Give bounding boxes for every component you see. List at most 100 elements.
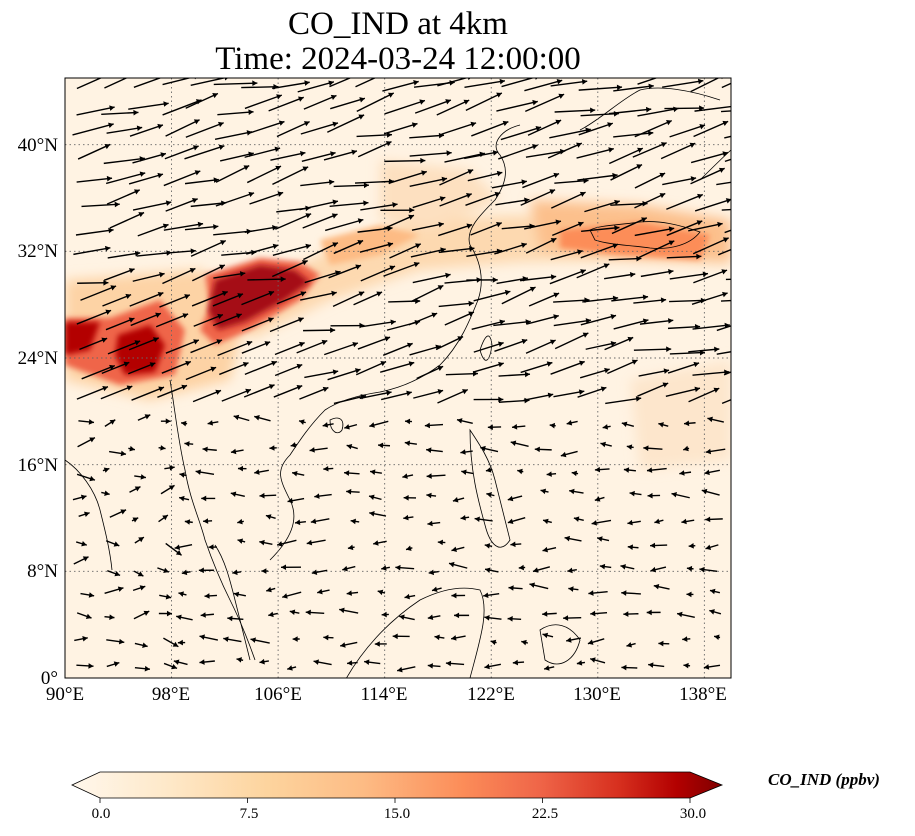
- wind-arrow-shaft: [470, 222, 503, 236]
- wind-arrow-head: [668, 226, 675, 232]
- map-title-line1: CO_IND at 4km: [288, 6, 508, 42]
- wind-arrow-head: [89, 475, 95, 482]
- wind-arrow-shaft: [185, 122, 224, 138]
- wind-arrow-head: [144, 414, 151, 420]
- wind-arrow-shaft: [610, 163, 643, 181]
- wind-arrow-shaft: [633, 348, 672, 351]
- wind-arrow-shaft: [688, 387, 720, 403]
- wind-arrow-head: [573, 516, 580, 522]
- wind-arrow-head: [636, 164, 643, 170]
- wind-arrow-head: [387, 241, 394, 248]
- wind-arrow-head: [666, 346, 672, 352]
- wind-arrow-head: [756, 69, 762, 74]
- wind-arrow-shaft: [662, 177, 697, 186]
- wind-arrow-head: [269, 445, 275, 451]
- wind-arrow-head: [403, 494, 409, 501]
- lon-label-98: 98°E: [151, 684, 191, 705]
- wind-arrow-shaft: [246, 165, 282, 184]
- wind-arrow-head: [553, 292, 560, 298]
- wind-arrow-shaft: [382, 80, 419, 92]
- wind-arrow-head: [484, 615, 490, 621]
- wind-arrow-shaft: [604, 273, 636, 280]
- wind-arrow-head: [579, 360, 585, 366]
- wind-arrow-shaft: [500, 126, 542, 141]
- wind-arrow-head: [230, 491, 237, 497]
- wind-arrow-shaft: [359, 242, 394, 253]
- wind-arrow-shaft: [662, 79, 704, 88]
- wind-arrow-head: [437, 365, 444, 371]
- wind-arrow-head: [369, 494, 375, 501]
- wind-arrow-head: [647, 492, 653, 499]
- wind-arrow-head: [261, 568, 267, 574]
- wind-arrow-head: [358, 291, 365, 297]
- wind-arrow-head: [274, 146, 281, 153]
- wind-arrow-shaft: [76, 386, 109, 400]
- wind-arrow-head: [411, 122, 418, 128]
- wind-arrow-shaft: [219, 152, 254, 162]
- wind-arrow-head: [332, 199, 338, 205]
- wind-arrow-head: [332, 242, 338, 248]
- wind-arrow-head: [392, 633, 398, 640]
- wind-arrow-head: [347, 660, 353, 666]
- wind-arrow-head: [289, 609, 296, 616]
- wind-arrow-shaft: [576, 148, 614, 159]
- wind-arrow-shaft: [304, 370, 339, 379]
- lon-label-138: 138°E: [679, 684, 727, 705]
- wind-arrow-head: [350, 518, 356, 525]
- wind-arrow-shaft: [637, 382, 669, 397]
- wind-arrow-head: [181, 420, 187, 427]
- wind-arrow-head: [434, 634, 440, 641]
- wind-arrow-head: [328, 80, 334, 86]
- wind-arrow-head: [223, 636, 229, 643]
- wind-arrow-shaft: [332, 291, 365, 308]
- wind-arrow-head: [648, 662, 654, 668]
- wind-arrow-head: [399, 614, 405, 621]
- wind-arrow-shaft: [137, 223, 169, 237]
- wind-arrow-head: [259, 492, 265, 499]
- wind-arrow-head: [602, 424, 609, 430]
- wind-arrow-head: [277, 191, 284, 197]
- wind-arrow-shaft: [215, 192, 255, 207]
- wind-arrow-head: [403, 514, 409, 521]
- wind-arrow-head: [82, 636, 88, 642]
- wind-arrow-head: [646, 467, 653, 473]
- wind-arrow-head: [330, 327, 336, 334]
- wind-arrow-head: [108, 227, 114, 234]
- wind-arrow-head: [626, 444, 633, 450]
- wind-arrow-head: [566, 637, 572, 643]
- wind-arrow-head: [612, 295, 619, 302]
- wind-arrow-head: [134, 486, 141, 492]
- wind-arrow-head: [126, 385, 133, 391]
- wind-arrow-head: [248, 109, 254, 115]
- wind-arrow-head: [576, 142, 582, 148]
- wind-arrow-head: [576, 660, 583, 666]
- wind-arrow-head: [287, 665, 293, 671]
- wind-arrow-head: [631, 359, 638, 365]
- wind-arrow-shaft: [491, 180, 527, 189]
- wind-arrow-shaft: [327, 114, 365, 133]
- wind-arrow-head: [451, 546, 457, 553]
- wind-arrow-head: [328, 179, 335, 185]
- wind-arrow-shaft: [607, 359, 638, 375]
- wind-arrow-head: [757, 107, 762, 113]
- wind-arrow-shaft: [669, 272, 709, 280]
- wind-arrow-shaft: [716, 351, 731, 355]
- wind-arrow-head: [277, 541, 283, 547]
- wind-arrow-head: [757, 148, 763, 153]
- wind-arrow-head: [389, 265, 396, 271]
- wind-arrow-head: [461, 469, 467, 476]
- wind-arrow-shaft: [473, 342, 504, 353]
- wind-arrow-head: [431, 312, 438, 318]
- wind-arrow-head: [310, 518, 317, 525]
- colorbar-tick-2: 15.0: [383, 806, 411, 822]
- wind-arrow-shaft: [471, 121, 509, 137]
- wind-arrow-head: [298, 96, 304, 102]
- wind-arrow-head: [752, 360, 758, 365]
- wind-arrow-head: [683, 445, 689, 452]
- lat-label-0: 0°: [40, 668, 58, 689]
- wind-arrow-head: [233, 414, 240, 421]
- wind-arrow-shaft: [76, 78, 103, 90]
- wind-arrow-head: [750, 177, 755, 183]
- wind-arrow-shaft: [302, 213, 338, 229]
- wind-arrow-head: [155, 312, 161, 318]
